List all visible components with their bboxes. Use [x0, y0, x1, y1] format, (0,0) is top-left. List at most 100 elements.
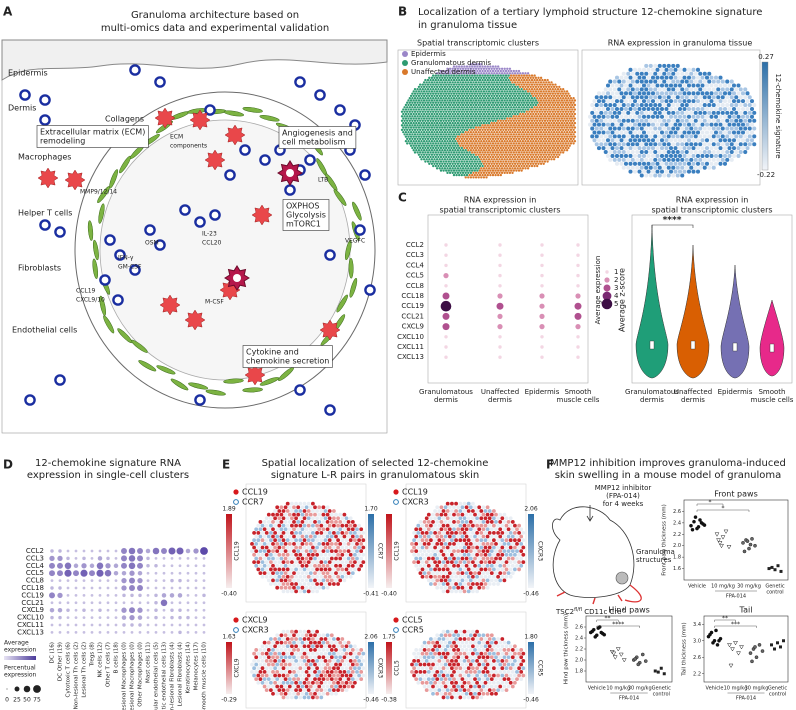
spot: [273, 552, 277, 557]
spot: [422, 549, 427, 554]
spot: [516, 117, 519, 120]
spot: [502, 97, 505, 100]
spot: [619, 138, 624, 143]
spot: [673, 169, 678, 174]
spot: [467, 85, 470, 89]
spot: [716, 95, 721, 100]
spot: [519, 534, 524, 539]
spot: [493, 85, 496, 89]
spot: [617, 157, 622, 162]
spot: [315, 574, 319, 579]
spot: [435, 90, 439, 93]
spot: [551, 119, 554, 122]
spot: [434, 97, 437, 100]
dot: [202, 601, 206, 605]
spot: [454, 140, 457, 143]
spot: [513, 153, 517, 156]
spot: [596, 130, 602, 135]
spot: [494, 101, 497, 104]
spot: [466, 538, 471, 543]
spot: [704, 114, 710, 119]
colorbar: [761, 61, 769, 171]
spot: [695, 122, 701, 127]
spot: [491, 146, 495, 150]
spot: [508, 135, 512, 138]
spot: [745, 114, 750, 119]
spot: [664, 138, 669, 143]
dot: [82, 594, 86, 597]
macrophage: [189, 109, 211, 131]
spot: [568, 140, 571, 143]
spot: [348, 545, 353, 550]
spot: [641, 169, 647, 174]
spot: [471, 97, 474, 100]
spot: [300, 556, 305, 561]
spot: [491, 101, 495, 104]
spot: [452, 160, 456, 163]
spot: [502, 151, 505, 154]
spot: [450, 552, 454, 557]
spot: [334, 520, 338, 524]
spot: [500, 76, 504, 80]
spot: [543, 142, 547, 145]
spot: [626, 95, 631, 100]
dot: [162, 579, 166, 582]
spot: [516, 158, 519, 161]
spot: [292, 527, 296, 532]
spot: [704, 153, 710, 158]
spot: [666, 118, 671, 123]
spot: [413, 119, 417, 122]
spot: [740, 106, 746, 112]
spot: [473, 128, 476, 132]
spot: [695, 153, 701, 158]
spot: [313, 563, 317, 568]
spot: [451, 158, 454, 161]
spot: [266, 534, 271, 539]
spot: [519, 94, 522, 98]
spot: [448, 112, 452, 116]
spot: [564, 110, 567, 113]
spot: [623, 106, 629, 112]
spot: [300, 512, 305, 517]
spot: [686, 146, 692, 151]
spot: [494, 541, 498, 546]
spot: [455, 110, 458, 113]
spot: [641, 67, 647, 72]
spot: [474, 176, 478, 179]
spot: [480, 72, 483, 75]
spot: [528, 87, 531, 91]
spot: [630, 110, 635, 115]
spot: [520, 124, 523, 127]
spot: [458, 142, 461, 145]
spot: [319, 560, 324, 565]
spot: [451, 103, 454, 107]
spot: [448, 140, 452, 143]
spot: [493, 167, 496, 170]
spot: [283, 534, 288, 539]
spot: [709, 106, 714, 112]
spot: [515, 534, 519, 539]
spot: [673, 146, 678, 151]
spot: [568, 108, 571, 111]
spot: [290, 516, 294, 521]
spot: [519, 121, 522, 125]
spot: [545, 144, 548, 147]
spot: [695, 130, 701, 135]
spot: [281, 560, 286, 565]
spot: [526, 81, 530, 84]
spot: [664, 83, 669, 88]
spot: [698, 134, 703, 139]
spot: [745, 138, 750, 143]
spot: [468, 133, 471, 136]
spot: [517, 169, 521, 172]
spot: [465, 65, 469, 68]
spot: [545, 99, 548, 102]
spot: [430, 121, 434, 125]
dot: [178, 571, 182, 575]
spot: [617, 95, 622, 100]
spot: [727, 83, 732, 88]
spot: [327, 523, 332, 528]
spot: [492, 552, 496, 557]
spot: [519, 85, 522, 89]
spot: [433, 76, 436, 80]
